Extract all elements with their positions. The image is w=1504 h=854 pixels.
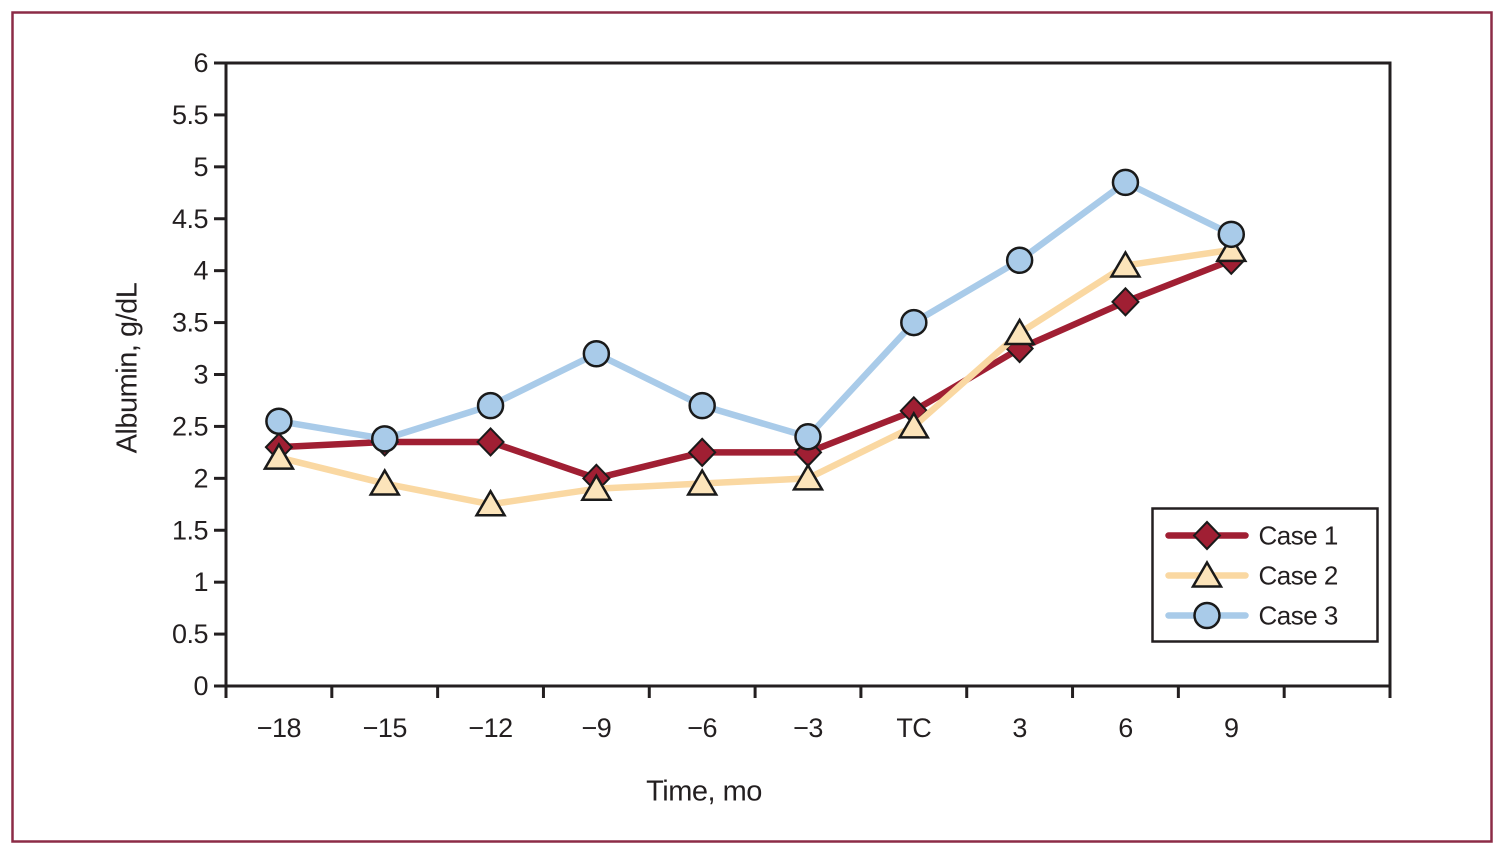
figure-border: [11, 11, 1493, 843]
x-tick-label: 6: [1118, 713, 1133, 743]
x-axis-title: Time, mo: [646, 775, 762, 808]
x-tick-label: −18: [257, 713, 301, 743]
series-line: [275, 246, 1235, 508]
data-point-case-3: [688, 391, 716, 420]
data-point-case-2: [1003, 317, 1036, 346]
data-point-case-2: [262, 442, 296, 470]
y-tick-label: 6: [193, 48, 208, 78]
data-point-case-3: [1005, 246, 1034, 275]
legend-marker-triangle: [1190, 560, 1224, 588]
y-tick-label: 3.5: [172, 308, 208, 338]
legend-label: Case 2: [1259, 561, 1338, 591]
data-point-case-1: [687, 437, 717, 468]
data-point-case-3: [900, 308, 928, 337]
y-axis-labels: 0 0.5 1 1.5 2 2.5 3 3.5 4 4.5 5 5.5 6: [172, 48, 209, 701]
x-tick-label: 3: [1012, 713, 1027, 743]
data-point-case-1: [476, 427, 505, 457]
y-tick-label: 2.5: [172, 411, 208, 441]
legend-marker-circle: [1193, 601, 1221, 630]
y-axis-title: Albumin, g/dL: [111, 282, 144, 454]
x-tick-label: −12: [468, 713, 512, 743]
data-point-case-2: [897, 410, 930, 439]
series-line: [275, 179, 1235, 443]
data-point-case-3: [794, 423, 822, 451]
x-tick-label: 9: [1224, 713, 1239, 743]
data-point-case-2: [1109, 249, 1142, 278]
x-tick-label: −6: [687, 713, 717, 743]
y-tick-label: 4.5: [172, 204, 208, 234]
legend: Case 1 Case 2 Case 3: [1151, 507, 1379, 643]
data-point-case-3: [1217, 220, 1246, 249]
series-case-2: [262, 234, 1248, 517]
y-tick-label: 5: [193, 152, 208, 182]
data-point-case-2: [1215, 234, 1248, 263]
data-point-case-3: [476, 391, 505, 420]
data-point-case-2: [474, 488, 507, 517]
data-point-case-2: [580, 473, 613, 501]
y-tick-label: 4: [193, 256, 208, 286]
x-tick-label: TC: [896, 713, 931, 743]
x-axis-ticks: [224, 686, 1392, 698]
y-axis-ticks: [214, 61, 226, 688]
y-tick-label: 0.5: [172, 619, 208, 649]
y-tick-label: 1.5: [172, 515, 208, 545]
data-point-case-2: [368, 468, 401, 496]
series-line: [275, 257, 1235, 482]
x-axis-labels: −18 −15 −12 −9 −6 −3 TC 3 6 9: [257, 713, 1239, 743]
x-tick-label: −9: [581, 713, 611, 743]
series-case-3: [265, 168, 1246, 453]
data-point-case-3: [1111, 168, 1140, 197]
data-point-case-3: [582, 339, 611, 368]
legend-marker-diamond: [1192, 520, 1222, 551]
y-tick-label: 5.5: [172, 100, 208, 130]
y-tick-label: 3: [193, 360, 208, 390]
legend-label: Case 3: [1259, 601, 1338, 631]
legend-label: Case 1: [1259, 521, 1338, 551]
y-tick-label: 1: [193, 567, 208, 597]
x-tick-label: −3: [793, 713, 823, 743]
data-point-case-2: [686, 468, 719, 496]
y-tick-label: 0: [193, 671, 208, 701]
y-tick-label: 2: [193, 463, 208, 493]
data-point-case-1: [1111, 286, 1140, 317]
x-tick-label: −15: [363, 713, 407, 743]
data-point-case-3: [370, 425, 399, 453]
data-point-case-3: [265, 407, 293, 435]
data-point-case-2: [791, 462, 825, 491]
